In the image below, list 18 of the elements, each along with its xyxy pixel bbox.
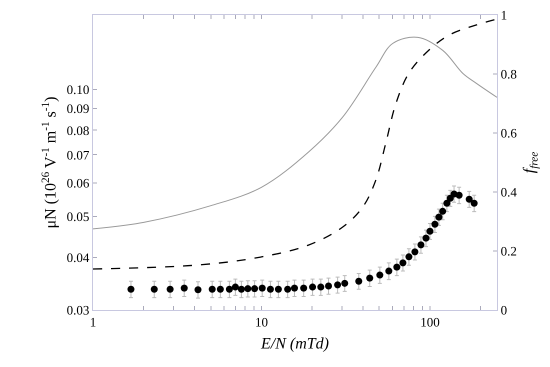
x-axis-title: E/N (mTd) (260, 335, 329, 352)
y2-tick-label: 0.8 (500, 66, 517, 82)
y2-tick-label: 0 (500, 302, 508, 318)
x-tick-label: 1 (90, 314, 96, 330)
y-tick-label: 0.10 (66, 82, 90, 97)
y-tick-label: 0.07 (66, 147, 90, 162)
y-tick-label: 0.05 (66, 208, 90, 224)
x-tick-label: 10 (254, 314, 268, 330)
y-tick-label: 0.09 (66, 101, 90, 116)
y-tick-label: 0.06 (66, 176, 90, 190)
x-tick-label: 100 (420, 314, 440, 330)
y2-tick-label: 0.4 (500, 184, 518, 200)
y-tick-label: 0.03 (66, 302, 90, 318)
y2-tick-label: 0.6 (500, 126, 518, 141)
y2-tick-label: 1 (500, 8, 508, 23)
y-tick-label: 0.08 (66, 122, 90, 138)
y-tick-label: 0.04 (66, 250, 90, 265)
y2-tick-label: 0.2 (500, 244, 517, 259)
